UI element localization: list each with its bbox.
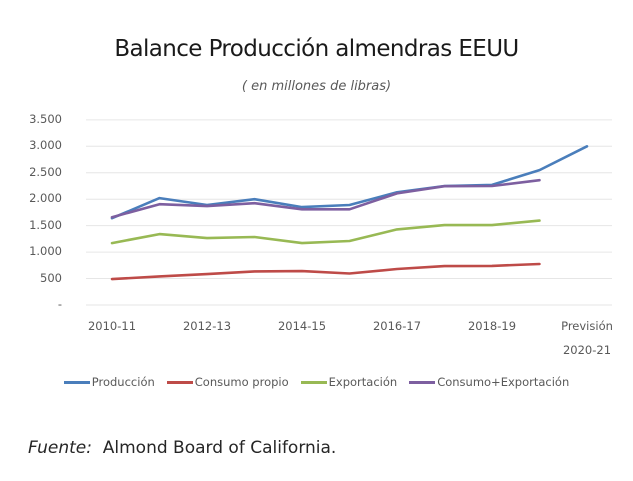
x-tick-label: 2018-19 (467, 319, 517, 333)
y-tick-label: 500 (40, 270, 62, 285)
y-tick-label: 2.500 (29, 164, 62, 179)
x-tick-label: 2010-11 (87, 319, 137, 333)
x-tick-label-line2: 2020-21 (562, 343, 612, 357)
legend-swatch-icon (63, 380, 90, 384)
legend: Producción Consumo propio Exportación Consu… (0, 375, 633, 389)
legend-label: Consumo propio (194, 375, 289, 389)
chart-subtitle: ( en millones de libras) (241, 79, 392, 94)
y-tick-label: 1.500 (29, 217, 62, 232)
legend-label: Exportación (328, 375, 398, 389)
legend-item: Exportación (300, 375, 398, 389)
x-tick-label: 2016-17 (372, 319, 422, 333)
source-label: Fuente: (28, 438, 92, 458)
legend-item: Producción (63, 375, 155, 389)
series-line-producci-n (110, 145, 589, 220)
legend-swatch-icon (300, 380, 327, 384)
y-tick-label: 1.000 (29, 244, 62, 259)
series-line-consumo-propio (110, 262, 541, 281)
legend-label: Consumo+Exportación (437, 375, 570, 389)
chart-title: Balance Producción almendras EEUU (114, 36, 519, 62)
x-tick-label: 2012-13 (182, 319, 232, 333)
x-tick-label: 2014-15 (277, 319, 327, 333)
y-tick-label: 3.000 (29, 138, 62, 153)
legend-label: Producción (91, 375, 155, 389)
series-line-consumo-exportaci-n (110, 178, 541, 219)
y-tick-label: 3.500 (29, 111, 62, 126)
source-text: Almond Board of California. (102, 438, 337, 458)
legend-swatch-icon (409, 380, 436, 384)
source-note: Fuente: Almond Board of California. (28, 438, 336, 458)
series-line-exportaci-n (110, 219, 541, 245)
x-tick-label: Previsión (561, 319, 613, 333)
legend-item: Consumo propio (166, 375, 289, 389)
legend-swatch-icon (166, 380, 193, 384)
y-tick-label: 2.000 (29, 191, 62, 206)
legend-item: Consumo+Exportación (409, 375, 569, 389)
y-tick-label: - (57, 297, 62, 311)
